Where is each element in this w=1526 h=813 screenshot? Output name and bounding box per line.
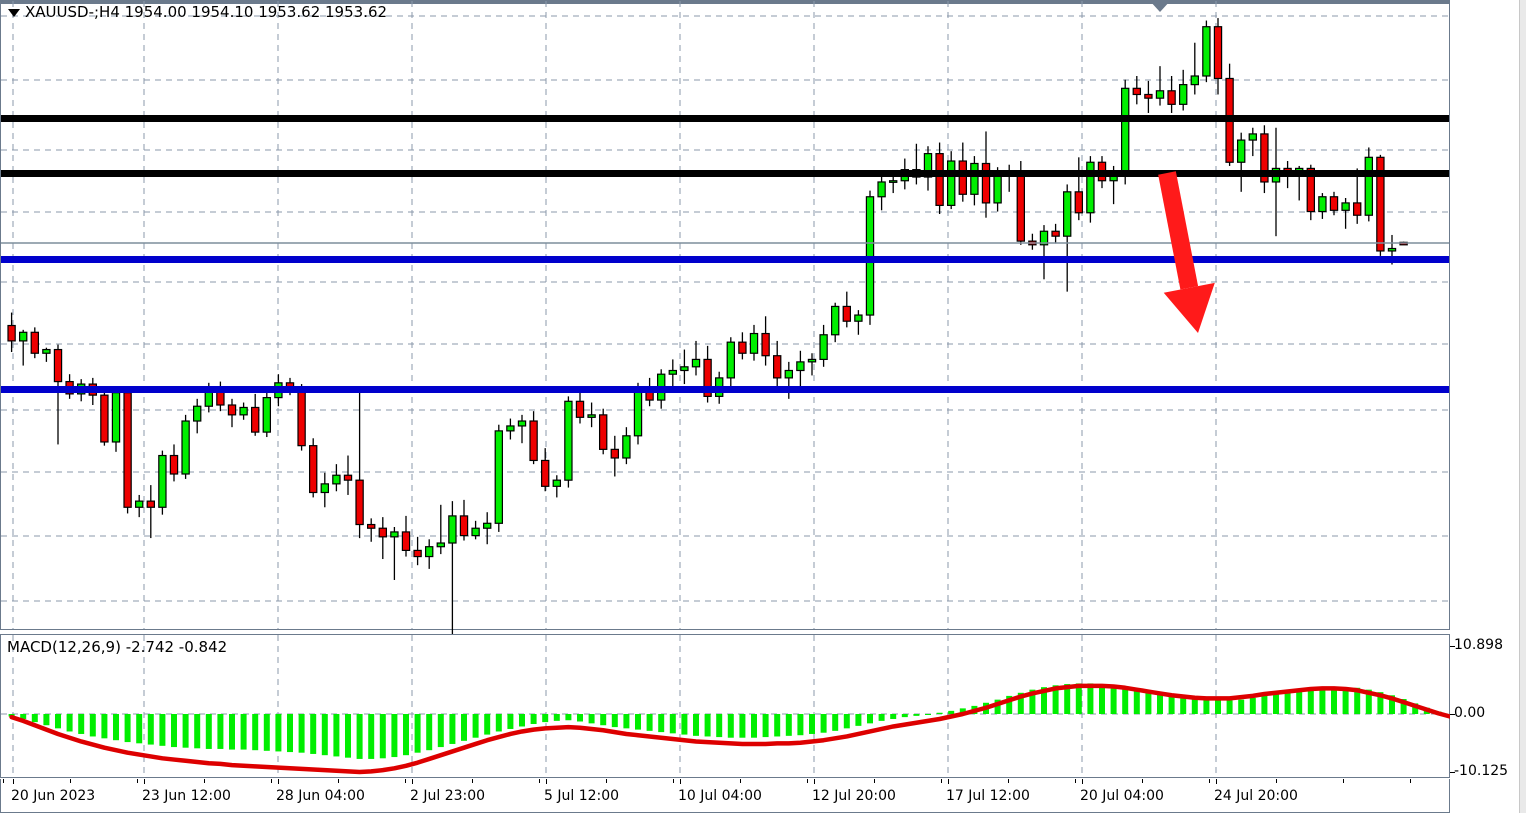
macd-tick-label: 10.898 [1454, 637, 1503, 653]
crosshair-marker-icon [1149, 0, 1171, 12]
time-tick-mark [278, 779, 279, 784]
time-minor-tick [204, 779, 205, 783]
time-tick-mark [814, 779, 815, 784]
macd-tick-mark [1450, 772, 1455, 773]
time-minor-tick [1209, 779, 1210, 783]
time-tick-label: 20 Jun 2023 [11, 788, 96, 804]
time-minor-tick [1343, 779, 1344, 783]
time-tick-mark [1082, 779, 1083, 784]
time-tick-label: 23 Jun 12:00 [142, 788, 231, 804]
window-scrollbar-edge[interactable] [1519, 0, 1526, 813]
panel-top-divider [1, 1, 1451, 4]
time-tick-mark [546, 779, 547, 784]
time-tick-mark [144, 779, 145, 784]
time-tick-mark [680, 779, 681, 784]
price-chart-panel[interactable]: XAUUSD-;H4 1954.00 1954.10 1953.62 1953.… [0, 0, 1451, 674]
time-minor-tick [1008, 779, 1009, 783]
time-minor-tick [70, 779, 71, 783]
macd-tick-mark [1450, 714, 1455, 715]
price-axis-strip: 1990.901980.401973.801969.751965.001959.… [1450, 0, 1526, 813]
time-tick-label: 17 Jul 12:00 [946, 788, 1030, 804]
time-minor-tick [673, 779, 674, 783]
time-minor-tick [1075, 779, 1076, 783]
time-tick-label: 20 Jul 04:00 [1080, 788, 1164, 804]
time-tick-label: 12 Jul 20:00 [812, 788, 896, 804]
macd-title: MACD(12,26,9) -2.742 -0.842 [7, 638, 228, 656]
time-tick-label: 28 Jun 04:00 [276, 788, 365, 804]
macd-tick-label: 0.00 [1454, 705, 1486, 721]
time-tick-mark [948, 779, 949, 784]
time-minor-tick [1142, 779, 1143, 783]
time-minor-tick [1276, 779, 1277, 783]
time-minor-tick [606, 779, 607, 783]
time-tick-mark [412, 779, 413, 784]
time-tick-mark [13, 779, 14, 784]
time-minor-tick [941, 779, 942, 783]
time-minor-tick [740, 779, 741, 783]
macd-plot [1, 635, 1500, 777]
time-tick-label: 2 Jul 23:00 [410, 788, 486, 804]
time-axis[interactable]: 20 Jun 2023 23 Jun 12:00 28 Jun 04:00 2 Jul… [0, 779, 1450, 813]
triangle-down-icon[interactable] [8, 9, 20, 17]
macd-indicator-panel[interactable]: MACD(12,26,9) -2.742 -0.842 [0, 634, 1500, 778]
macd-tick-mark [1450, 646, 1455, 647]
time-tick-mark [1216, 779, 1217, 784]
time-minor-tick [271, 779, 272, 783]
time-minor-tick [874, 779, 875, 783]
time-minor-tick [137, 779, 138, 783]
time-minor-tick [338, 779, 339, 783]
chart-title: XAUUSD-;H4 1954.00 1954.10 1953.62 1953.… [25, 3, 388, 21]
time-minor-tick [405, 779, 406, 783]
time-tick-label: 24 Jul 20:00 [1214, 788, 1298, 804]
macd-tick-label: -10.125 [1454, 763, 1509, 779]
candlestick-plot [1, 1, 1449, 674]
time-tick-label: 5 Jul 12:00 [544, 788, 620, 804]
time-tick-label: 10 Jul 04:00 [678, 788, 762, 804]
time-minor-tick [807, 779, 808, 783]
time-minor-tick [472, 779, 473, 783]
time-minor-tick [3, 779, 4, 783]
time-minor-tick [539, 779, 540, 783]
time-minor-tick [1410, 779, 1411, 783]
